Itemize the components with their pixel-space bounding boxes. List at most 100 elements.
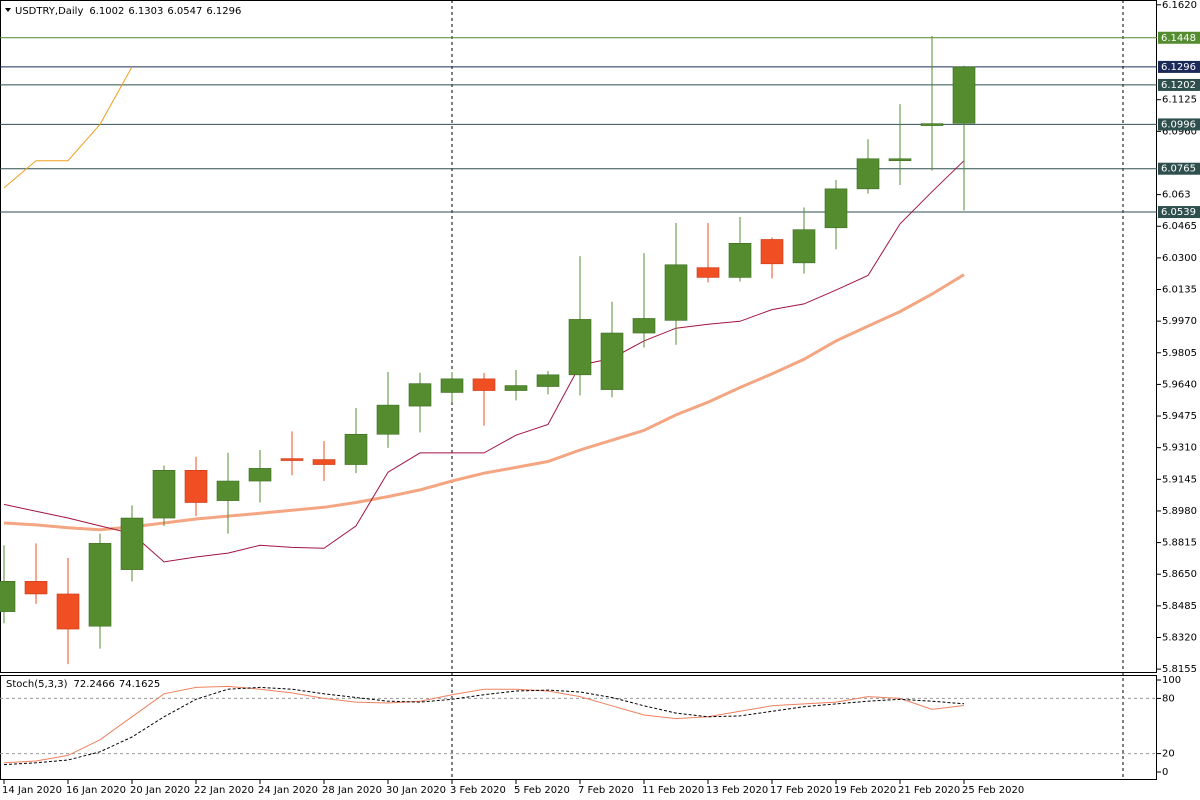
header-value: 6.1303: [128, 6, 163, 17]
y-tick-label: 5.8155: [1162, 664, 1197, 675]
level-label-box: [1158, 206, 1200, 219]
candle-body: [0, 581, 16, 612]
x-tick-label: 17 Feb 2020: [770, 785, 832, 796]
header-value: 6.0547: [167, 6, 202, 17]
candle-body: [56, 593, 80, 630]
candle-body: [344, 433, 368, 465]
x-tick-label: 16 Jan 2020: [66, 785, 126, 796]
y-tick-label: 5.8320: [1162, 632, 1197, 643]
level-label: 6.1202: [1161, 80, 1196, 91]
x-tick-label: 5 Feb 2020: [514, 785, 570, 796]
level-label-box: [1158, 118, 1200, 131]
candle-body: [88, 543, 112, 627]
y-tick-label: 6.1620: [1162, 0, 1197, 11]
candle-body: [312, 459, 336, 465]
candle-body: [760, 239, 784, 265]
y-tick-label: 5.9475: [1162, 411, 1197, 422]
y-tick-label: 5.9145: [1162, 474, 1197, 485]
candle-body: [376, 404, 400, 435]
candle-body: [600, 332, 624, 390]
y-tick-label: 5.9640: [1162, 379, 1197, 390]
y-tick-label: 6.0300: [1162, 253, 1197, 264]
y-tick-label: 5.8485: [1162, 601, 1197, 612]
x-tick-label: 11 Feb 2020: [642, 785, 704, 796]
candle-body: [888, 158, 912, 161]
candle-body: [792, 229, 816, 264]
y-tick-label: 6.0960: [1162, 126, 1197, 137]
candle-body: [184, 470, 208, 503]
level-label-box: [1158, 162, 1200, 175]
menu-arrow[interactable]: [5, 8, 11, 12]
indicator-line: [3, 685, 965, 764]
candle-body: [440, 378, 464, 393]
candle-body: [696, 267, 720, 278]
level-label: 6.1448: [1161, 33, 1196, 44]
y-tick-label: 5.9310: [1162, 443, 1197, 454]
level-label-box: [1158, 78, 1200, 91]
candle-body: [504, 385, 528, 391]
candle-body: [920, 123, 944, 126]
header-value: 72.2466: [73, 679, 114, 690]
x-tick-label: 30 Jan 2020: [386, 785, 446, 796]
y-tick-label: 100: [1162, 675, 1181, 686]
candle-body: [24, 581, 48, 595]
candle-body: [472, 378, 496, 391]
x-tick-label: 3 Feb 2020: [450, 785, 506, 796]
y-tick-label: 5.8650: [1162, 569, 1197, 580]
y-tick-label: 6.063: [1162, 190, 1191, 201]
header-value: 6.1296: [206, 6, 241, 17]
level-label: 6.0996: [1161, 119, 1196, 130]
level-label: 6.1296: [1161, 62, 1196, 73]
candle-body: [824, 188, 848, 229]
level-label: 6.0539: [1161, 207, 1196, 218]
y-tick-label: 5.9970: [1162, 316, 1197, 327]
overlay-line: [3, 66, 133, 189]
x-tick-label: 20 Jan 2020: [130, 785, 190, 796]
header-value: 74.1625: [119, 679, 160, 690]
x-tick-label: 22 Jan 2020: [194, 785, 254, 796]
x-tick-label: 14 Jan 2020: [2, 785, 62, 796]
candle-body: [728, 243, 752, 278]
x-tick-label: 13 Feb 2020: [706, 785, 768, 796]
candle-body: [536, 374, 560, 387]
candle-body: [280, 458, 304, 461]
y-tick-label: 6.1125: [1162, 95, 1197, 106]
overlay-line: [3, 160, 965, 563]
chart-header: USDTRY,Daily 6.1002 6.1303 6.0547 6.1296: [15, 6, 241, 17]
candle-body: [248, 468, 272, 482]
y-tick-label: 80: [1162, 693, 1175, 704]
y-tick-label: 5.9805: [1162, 348, 1197, 359]
candle-body: [632, 318, 656, 334]
y-tick-label: 6.0135: [1162, 285, 1197, 296]
indicator-line: [3, 686, 965, 766]
x-tick-label: 24 Jan 2020: [258, 785, 318, 796]
indicator-header: Stoch(5,3,3) 72.2466 74.1625: [6, 679, 160, 690]
x-tick-label: 7 Feb 2020: [578, 785, 634, 796]
candle-body: [408, 383, 432, 407]
indicator-name: Stoch(5,3,3): [6, 679, 68, 690]
level-label-box: [1158, 31, 1200, 44]
candle-body: [664, 264, 688, 321]
x-tick-label: 28 Jan 2020: [322, 785, 382, 796]
stoch-pane-frame: [0, 675, 1157, 780]
y-tick-label: 0: [1162, 767, 1168, 778]
header-value: 6.1002: [89, 6, 124, 17]
x-tick-label: 19 Feb 2020: [834, 785, 896, 796]
y-tick-label: 5.8815: [1162, 538, 1197, 549]
y-tick-label: 5.8980: [1162, 506, 1197, 517]
x-tick-label: 21 Feb 2020: [898, 785, 960, 796]
candle-body: [152, 470, 176, 519]
main-pane-frame: [0, 0, 1157, 673]
candle-body: [856, 158, 880, 190]
y-tick-label: 6.0465: [1162, 221, 1197, 232]
candle-body: [120, 517, 144, 570]
candle-body: [216, 480, 240, 501]
symbol: USDTRY,Daily: [15, 6, 83, 17]
candle-body: [568, 319, 592, 376]
y-tick-label: 20: [1162, 749, 1175, 760]
candle-body: [952, 66, 976, 124]
level-label: 6.0765: [1161, 164, 1196, 175]
level-label-box: [1158, 60, 1200, 73]
